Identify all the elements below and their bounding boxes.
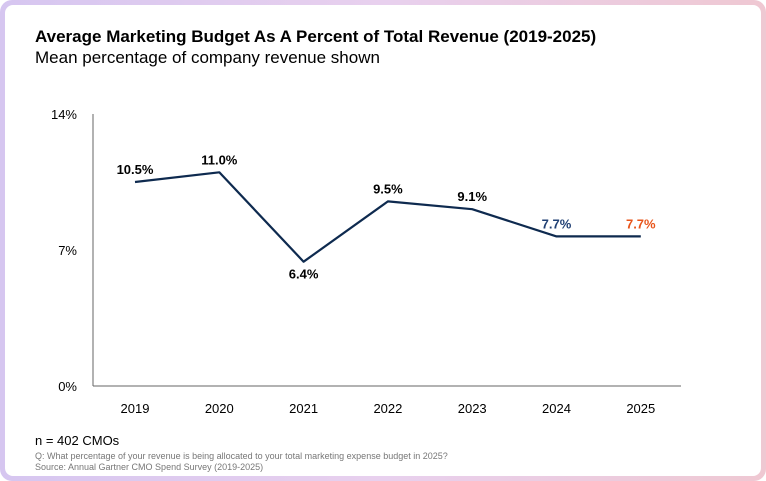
x-tick-label: 2025 xyxy=(626,401,655,416)
y-tick-label: 0% xyxy=(58,379,77,394)
x-tick-label: 2023 xyxy=(458,401,487,416)
chart-subtitle: Mean percentage of company revenue shown xyxy=(35,48,380,67)
data-label: 10.5% xyxy=(117,162,154,177)
data-label: 11.0% xyxy=(201,152,238,167)
sample-size-note: n = 402 CMOs xyxy=(35,433,120,448)
survey-question-note: Q: What percentage of your revenue is be… xyxy=(35,451,448,461)
data-label: 7.7% xyxy=(626,216,656,231)
x-tick-label: 2020 xyxy=(205,401,234,416)
x-tick-label: 2024 xyxy=(542,401,571,416)
data-label: 7.7% xyxy=(542,216,572,231)
data-label: 9.1% xyxy=(457,189,487,204)
x-tick-label: 2021 xyxy=(289,401,318,416)
line-chart: 0% 7% 14% 2019 2020 2021 2022 2023 2024 2025 10.5%… xyxy=(51,107,681,416)
data-label: 6.4% xyxy=(289,267,319,282)
chart-title: Average Marketing Budget As A Percent of… xyxy=(35,27,597,46)
x-tick-label: 2019 xyxy=(121,401,150,416)
series-line xyxy=(134,171,641,263)
source-note: Source: Annual Gartner CMO Spend Survey … xyxy=(35,462,264,472)
x-tick-label: 2022 xyxy=(373,401,402,416)
data-label: 9.5% xyxy=(373,181,403,196)
y-tick-label: 7% xyxy=(58,243,77,258)
chart-card: Average Marketing Budget As A Percent of… xyxy=(5,5,761,476)
y-tick-label: 14% xyxy=(51,107,77,122)
